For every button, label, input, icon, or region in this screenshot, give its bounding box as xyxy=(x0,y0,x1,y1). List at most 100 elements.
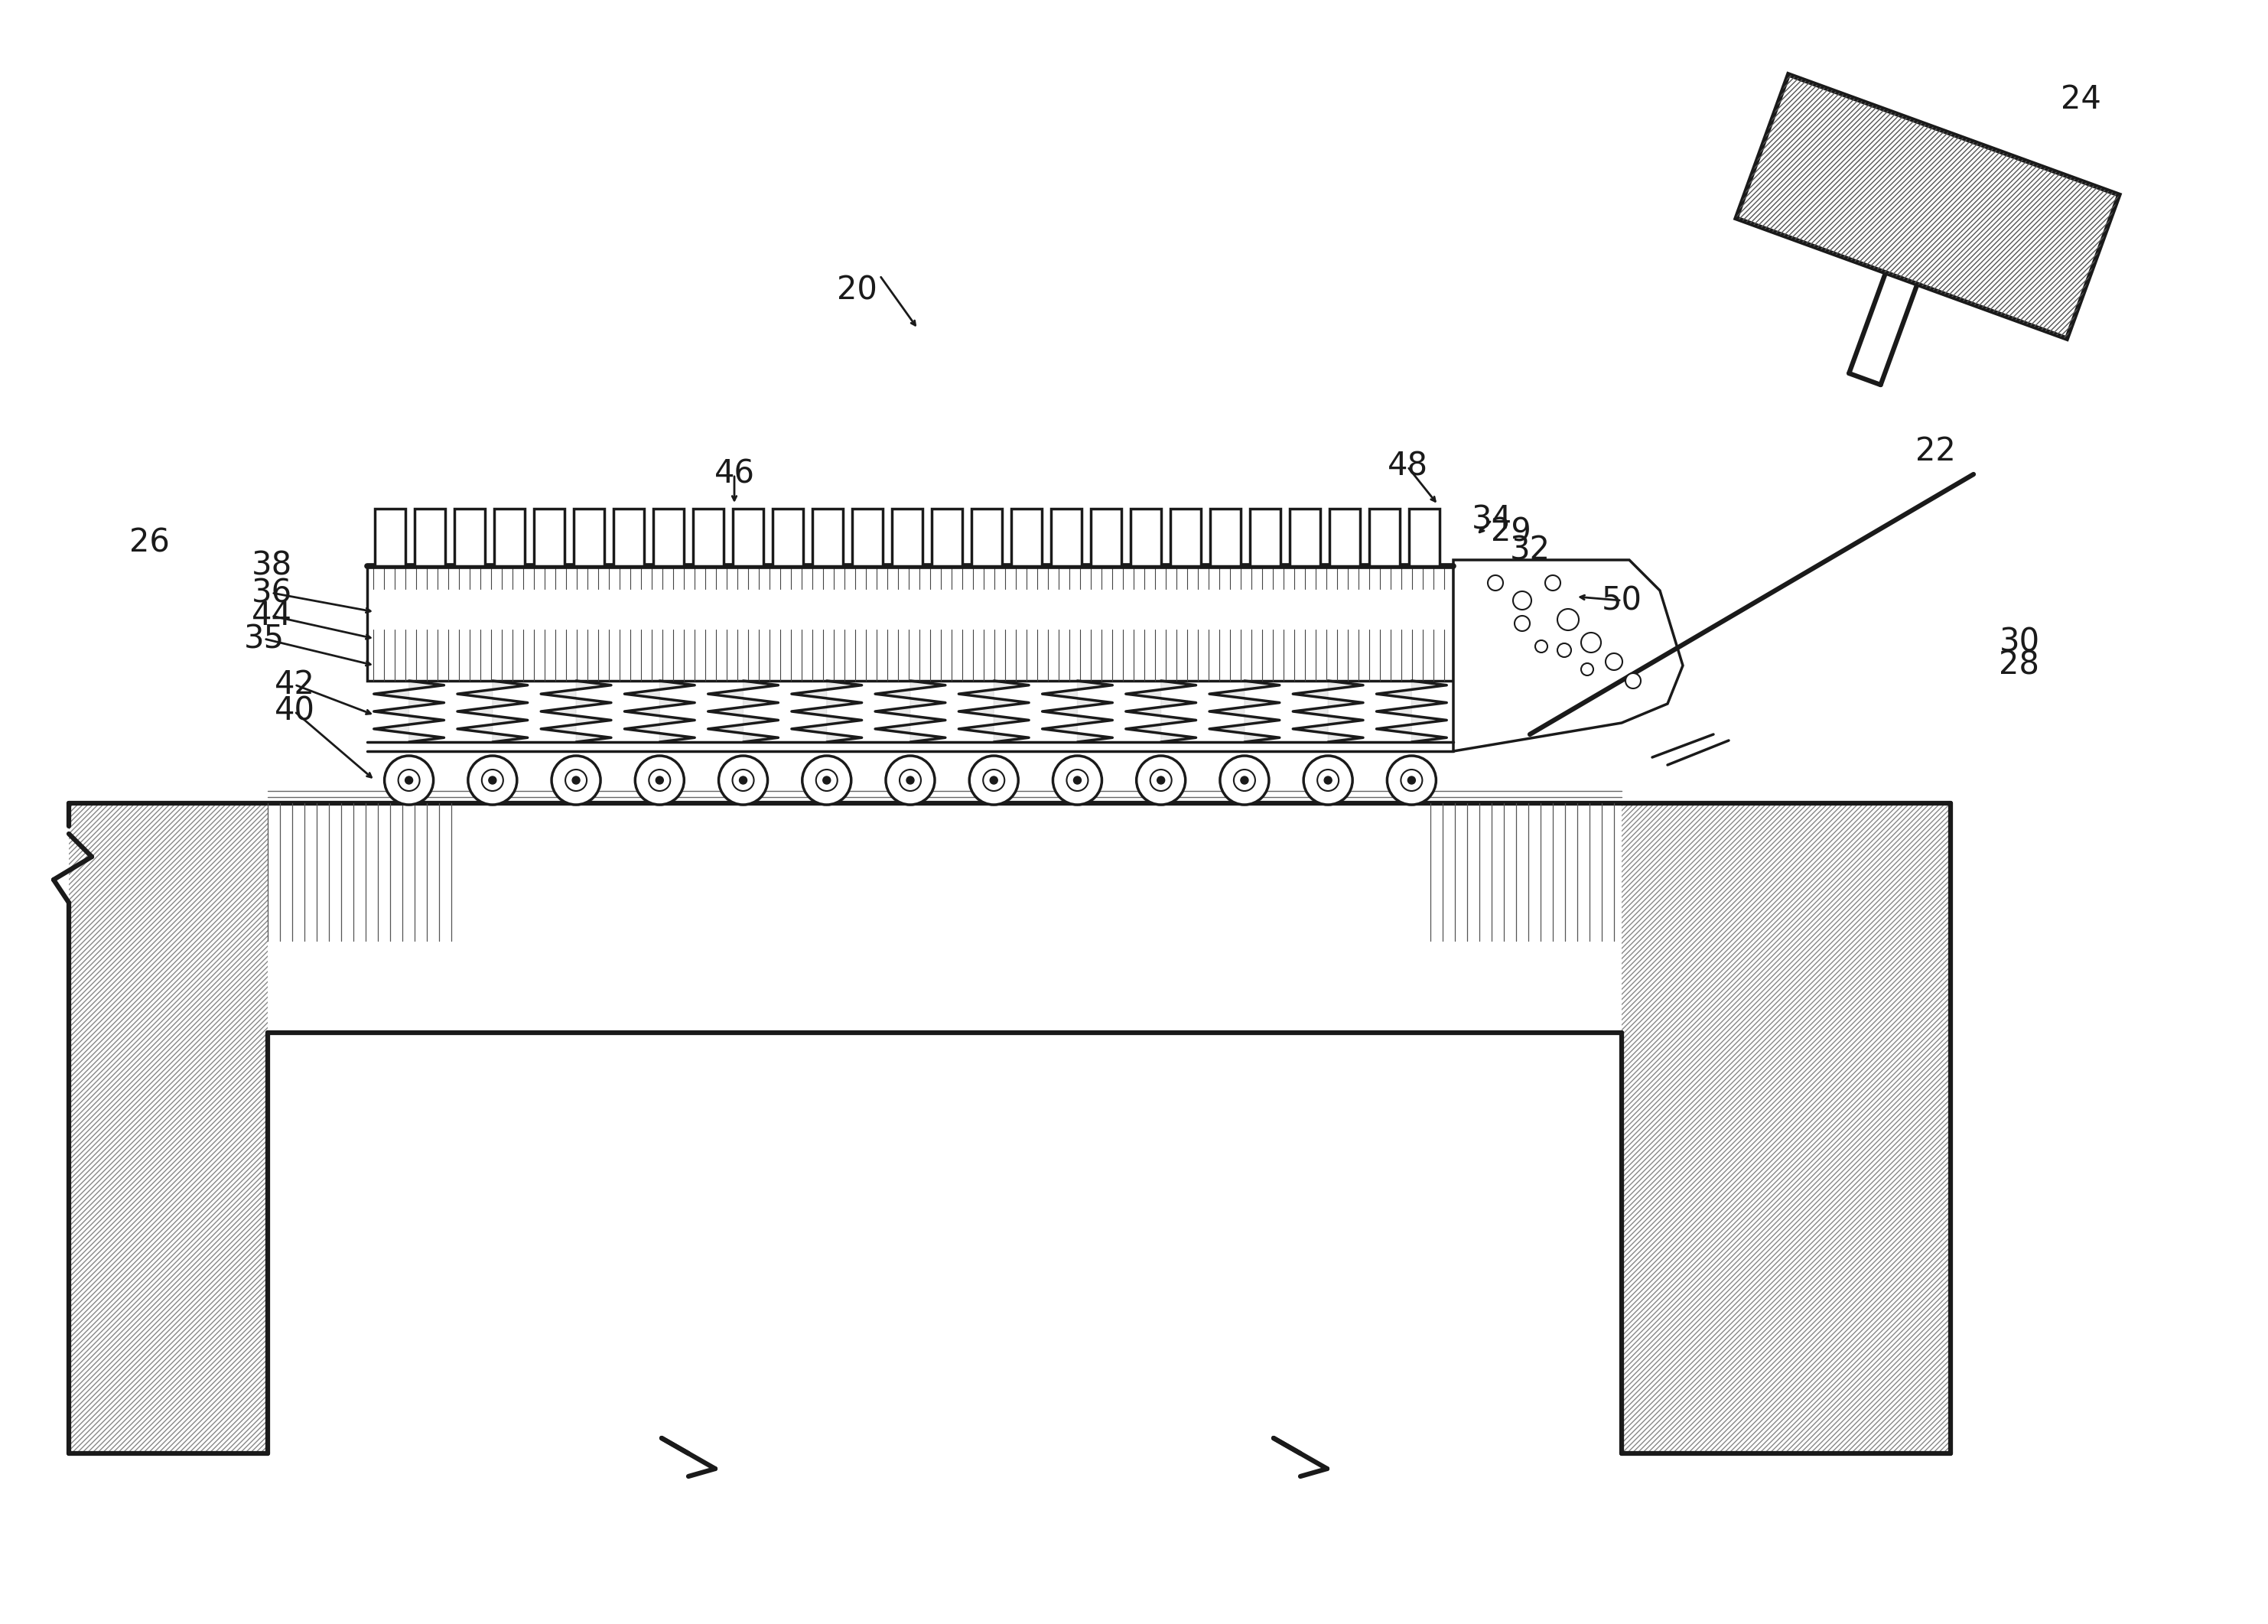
Polygon shape xyxy=(1161,698,1195,706)
Circle shape xyxy=(386,755,433,806)
Polygon shape xyxy=(458,706,492,716)
Bar xyxy=(812,508,844,567)
Polygon shape xyxy=(909,716,946,724)
Bar xyxy=(1170,508,1202,567)
Polygon shape xyxy=(993,734,1030,742)
Polygon shape xyxy=(542,690,576,698)
Text: 42: 42 xyxy=(274,669,315,700)
Polygon shape xyxy=(660,698,694,706)
Polygon shape xyxy=(1245,734,1279,742)
Polygon shape xyxy=(1245,698,1279,706)
Polygon shape xyxy=(744,680,778,690)
Circle shape xyxy=(467,755,517,806)
Polygon shape xyxy=(875,706,909,716)
Circle shape xyxy=(739,776,746,784)
Text: 38: 38 xyxy=(252,551,293,581)
Circle shape xyxy=(406,776,413,784)
Polygon shape xyxy=(408,716,445,724)
Circle shape xyxy=(551,755,601,806)
Circle shape xyxy=(655,776,665,784)
Polygon shape xyxy=(1411,734,1447,742)
Polygon shape xyxy=(959,690,993,698)
Polygon shape xyxy=(1161,734,1195,742)
Polygon shape xyxy=(1043,724,1077,734)
Polygon shape xyxy=(1377,706,1411,716)
Polygon shape xyxy=(959,724,993,734)
Polygon shape xyxy=(660,680,694,690)
Polygon shape xyxy=(374,724,408,734)
Circle shape xyxy=(1318,770,1338,791)
Circle shape xyxy=(481,770,503,791)
Text: 48: 48 xyxy=(1388,450,1429,482)
Text: 32: 32 xyxy=(1510,534,1549,567)
Circle shape xyxy=(823,776,830,784)
Polygon shape xyxy=(1377,724,1411,734)
Circle shape xyxy=(1150,770,1173,791)
Circle shape xyxy=(1304,755,1352,806)
Text: 29: 29 xyxy=(1490,515,1531,547)
Bar xyxy=(733,508,764,567)
Polygon shape xyxy=(993,716,1030,724)
Polygon shape xyxy=(408,680,445,690)
Polygon shape xyxy=(909,680,946,690)
Polygon shape xyxy=(909,734,946,742)
Polygon shape xyxy=(1209,724,1245,734)
Circle shape xyxy=(1325,776,1331,784)
Polygon shape xyxy=(492,716,528,724)
Bar xyxy=(374,508,406,567)
Text: 26: 26 xyxy=(129,528,170,559)
Bar xyxy=(1622,804,1950,1453)
Circle shape xyxy=(907,776,914,784)
Circle shape xyxy=(1558,643,1572,658)
Polygon shape xyxy=(828,716,862,724)
Bar xyxy=(494,508,524,567)
Polygon shape xyxy=(993,680,1030,690)
Circle shape xyxy=(719,755,767,806)
Polygon shape xyxy=(1377,690,1411,698)
Polygon shape xyxy=(1209,706,1245,716)
Polygon shape xyxy=(1329,698,1363,706)
Bar xyxy=(1050,508,1082,567)
Text: 36: 36 xyxy=(252,577,293,609)
Polygon shape xyxy=(828,698,862,706)
Circle shape xyxy=(1545,575,1560,591)
Bar xyxy=(932,508,962,567)
Polygon shape xyxy=(1043,706,1077,716)
Circle shape xyxy=(1157,776,1166,784)
Circle shape xyxy=(1234,770,1254,791)
Polygon shape xyxy=(1125,690,1161,698)
Circle shape xyxy=(635,755,685,806)
Polygon shape xyxy=(408,698,445,706)
Bar xyxy=(1290,508,1320,567)
Bar xyxy=(773,508,803,567)
Bar xyxy=(1091,508,1120,567)
Polygon shape xyxy=(576,716,610,724)
Polygon shape xyxy=(624,724,660,734)
Text: 40: 40 xyxy=(274,695,315,728)
Circle shape xyxy=(982,770,1005,791)
Circle shape xyxy=(1581,663,1594,676)
Polygon shape xyxy=(708,724,744,734)
Bar xyxy=(1250,508,1281,567)
Bar xyxy=(853,508,882,567)
Polygon shape xyxy=(1411,698,1447,706)
Bar xyxy=(1129,508,1161,567)
Circle shape xyxy=(1606,653,1622,671)
Polygon shape xyxy=(1329,734,1363,742)
Polygon shape xyxy=(408,734,445,742)
Bar xyxy=(68,804,268,1453)
Bar xyxy=(653,508,685,567)
Circle shape xyxy=(733,770,753,791)
Circle shape xyxy=(399,770,420,791)
Circle shape xyxy=(1513,591,1531,609)
Polygon shape xyxy=(458,690,492,698)
Circle shape xyxy=(968,755,1018,806)
Polygon shape xyxy=(828,734,862,742)
Polygon shape xyxy=(744,716,778,724)
Bar xyxy=(1735,75,2118,338)
Polygon shape xyxy=(624,706,660,716)
Bar xyxy=(971,508,1002,567)
Text: 35: 35 xyxy=(243,622,284,654)
Polygon shape xyxy=(1077,716,1114,724)
Bar xyxy=(415,508,445,567)
